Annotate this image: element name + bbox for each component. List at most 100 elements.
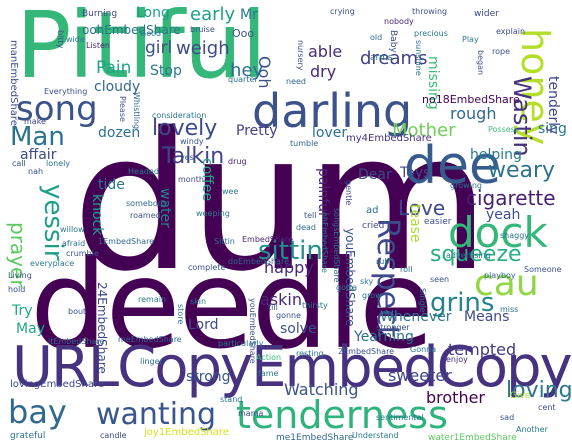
word-month: month	[178, 175, 204, 184]
word-quarter: quarter	[228, 75, 258, 84]
word-yessir: yessir	[38, 184, 68, 261]
word-yearning: Yearning	[354, 329, 414, 345]
word-respect: Respect	[370, 218, 405, 338]
word-wastin: Wastin	[508, 76, 536, 157]
word-yeah: yeah	[486, 207, 521, 223]
word-tenderly: tenderly	[545, 76, 561, 135]
word-sing: sing	[538, 121, 567, 137]
word-try: Try	[12, 303, 33, 319]
word-skin: skin	[190, 297, 207, 306]
word-weeping: weeping	[196, 209, 230, 218]
word-throwing: throwing	[412, 7, 448, 16]
word-understand: Understand	[352, 431, 399, 440]
word-wide: wide	[66, 35, 85, 44]
word-precious: precious	[414, 29, 448, 38]
word-play: Play	[462, 35, 479, 44]
word-gotta: gotta	[336, 283, 358, 292]
word-please: Please	[118, 96, 127, 122]
word-ad: ad	[366, 205, 379, 216]
word-single: Single	[418, 288, 427, 313]
word-playboy: playboy	[484, 271, 516, 280]
word-missing: missing	[425, 56, 441, 110]
word-joy1embedshare: joy1EmbedShare	[144, 427, 229, 438]
word-particularly: particularly	[218, 339, 264, 348]
word-songsembedshare: songsEmbedShare	[332, 208, 341, 283]
word-store: store	[176, 304, 185, 325]
word-call: call	[12, 159, 26, 168]
word-weigh: weigh	[176, 38, 230, 59]
word-dee: dee	[404, 136, 501, 196]
word-roamed: roamed	[130, 211, 161, 220]
word-no18embedshare: no18EmbedShare	[422, 93, 520, 106]
word-arms: arms	[370, 53, 393, 63]
word-lover: lover	[312, 125, 348, 141]
word-sad: sad	[500, 413, 515, 422]
word-grateful: grateful	[10, 431, 46, 441]
word-wider: wider	[474, 9, 499, 19]
word-urlcopyembedcopy: URLCopyEmbedCopy	[12, 335, 572, 400]
word-began: began	[476, 50, 485, 76]
word-means: Means	[464, 309, 510, 325]
word-lonely: lonely	[46, 159, 71, 168]
word-headed: Headed	[128, 167, 159, 176]
word-24embedshare: 24EmbedShare	[95, 282, 109, 374]
word-whenever: Whenever	[380, 309, 452, 325]
word-grins: grins	[430, 288, 495, 318]
word-dead: dead	[296, 223, 316, 232]
word-seen: seen	[430, 275, 450, 284]
word-cau: cau	[474, 263, 539, 304]
word-tempted: tempted	[448, 340, 517, 359]
word-solve: solve	[280, 321, 317, 337]
word-able: able	[308, 42, 343, 61]
word-darling: darling	[252, 84, 413, 138]
word-deedle: deedle	[30, 234, 434, 376]
word-weary: weary	[488, 158, 556, 183]
word-give: Give	[510, 391, 531, 401]
word-pain: Pain	[96, 58, 132, 78]
word-sittin-small: Sittin	[214, 237, 235, 246]
word-stop: Stop	[150, 63, 182, 79]
word-afraid: afraid	[62, 239, 86, 248]
word-doembedshare: doEmbedShare	[228, 257, 289, 266]
word-dum: dum	[72, 92, 490, 313]
word-my4embedshare: my4EmbedShare	[346, 133, 432, 144]
word-lord: Lord	[188, 317, 219, 333]
word-rough: rough	[450, 104, 497, 123]
word-hold: hold	[8, 285, 26, 294]
word-nah: nah	[28, 167, 44, 176]
word-youembedshare-2: youEmbedShare	[248, 298, 257, 364]
word-gonne: gonne	[276, 311, 302, 320]
word-love: Love	[398, 196, 446, 220]
word-coffee: coffee	[199, 158, 215, 202]
word-manembedshare: manEmbedShare	[8, 40, 19, 126]
word-may: May	[16, 321, 45, 337]
word-wee: wee	[222, 187, 239, 196]
word-lovingembedshare: lovingEmbedShare	[10, 379, 105, 390]
word-wanting: wanting	[96, 397, 217, 432]
word-dear: Dear	[358, 167, 392, 183]
word-water1embedshare: water1EmbedShare	[428, 433, 517, 443]
word-burning: Burning	[82, 9, 118, 19]
word-itembedshare: itEmbedShare	[48, 337, 105, 346]
word-honey: honey	[513, 28, 557, 146]
word-watching: Watching	[284, 380, 359, 399]
word-tenderness: tenderness	[236, 393, 448, 437]
word-roll: roll	[400, 265, 413, 274]
word-make: make	[24, 117, 46, 126]
word-candle: candle	[100, 431, 127, 440]
word-affair: affair	[20, 147, 57, 163]
word-stand: stand	[220, 395, 243, 404]
word-bout: bout	[68, 307, 87, 316]
word-early: early	[190, 4, 236, 25]
word-grow: grow	[362, 291, 382, 300]
word-happy: happy	[264, 258, 314, 277]
word-dry: dry	[310, 62, 337, 81]
word-water: water	[157, 188, 173, 228]
word-strong: strong	[186, 369, 231, 385]
word-complete: complete	[188, 263, 226, 272]
word-drug: drug	[228, 157, 247, 166]
word-cloudy: cloudy	[94, 79, 141, 95]
word-growing: growing	[450, 181, 482, 190]
word-song: song	[16, 89, 98, 129]
